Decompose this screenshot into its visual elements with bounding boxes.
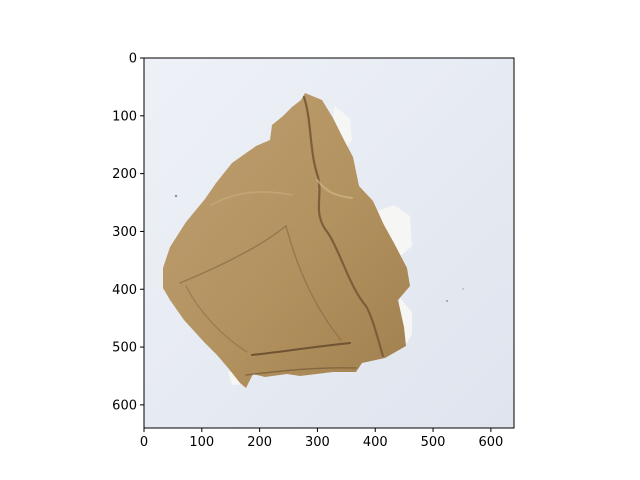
x-tick-label: 200 bbox=[247, 435, 272, 450]
axes: 0 100 200 300 400 500 600 0 100 200 300 400 500 600 bbox=[112, 52, 515, 450]
y-tick-label: 200 bbox=[112, 167, 137, 182]
x-axis: 0 100 200 300 400 500 600 bbox=[140, 428, 503, 450]
cardboard-piece bbox=[163, 93, 410, 388]
cardboard-fold-lines bbox=[179, 95, 385, 376]
x-tick-label: 0 bbox=[140, 435, 148, 450]
x-tick-label: 100 bbox=[189, 435, 214, 450]
y-tick-label: 100 bbox=[112, 109, 137, 124]
dust-speck bbox=[462, 288, 464, 290]
x-tick-label: 600 bbox=[478, 435, 503, 450]
y-tick-label: 600 bbox=[112, 398, 137, 413]
x-tick-label: 500 bbox=[421, 435, 446, 450]
x-tick-label: 400 bbox=[363, 435, 388, 450]
y-tick-label: 500 bbox=[112, 341, 137, 356]
dust-speck bbox=[446, 300, 448, 302]
x-tick-label: 300 bbox=[305, 435, 330, 450]
axes-frame bbox=[143, 57, 515, 429]
image-area bbox=[144, 58, 514, 428]
y-axis: 0 100 200 300 400 500 600 bbox=[112, 52, 144, 413]
y-tick-label: 0 bbox=[129, 52, 137, 67]
y-tick-label: 300 bbox=[112, 225, 137, 240]
dust-speck bbox=[174, 194, 178, 198]
y-tick-label: 400 bbox=[112, 283, 137, 298]
